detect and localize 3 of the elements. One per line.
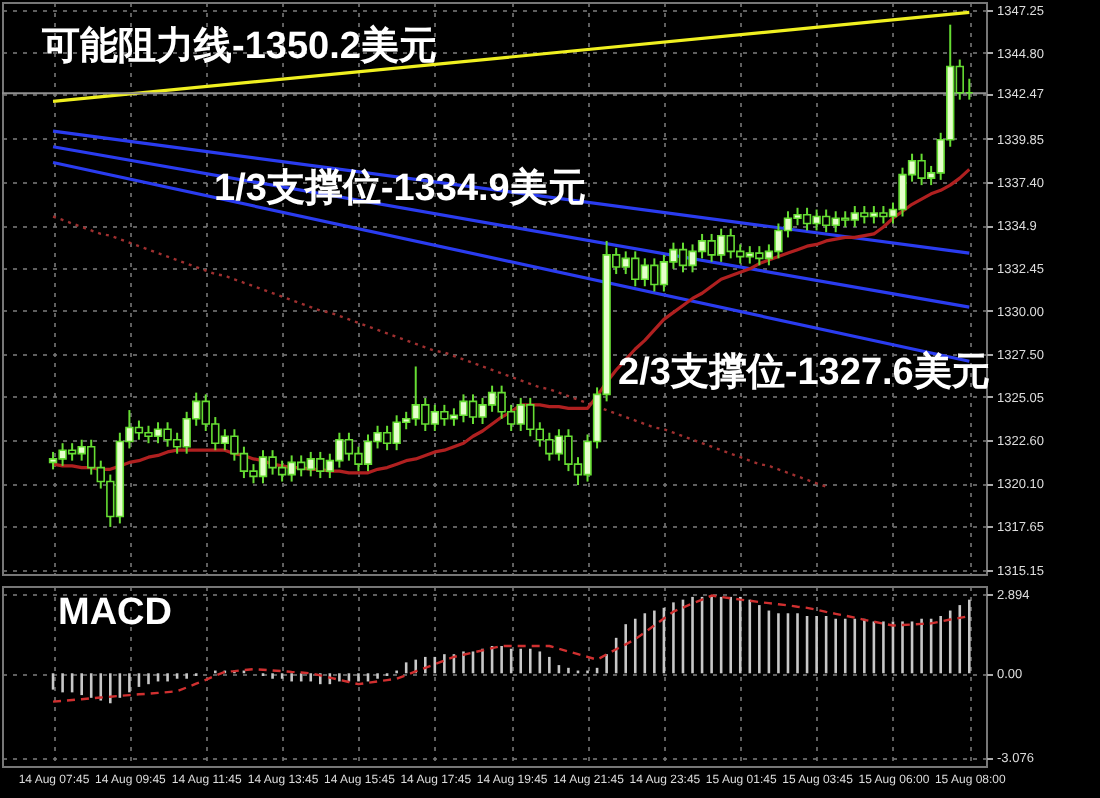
annotation: 2/3支撑位-1327.6美元 [618, 350, 990, 394]
annotation: 可能阻力线-1350.2美元 [40, 24, 437, 68]
annotation: MACD [58, 592, 172, 634]
